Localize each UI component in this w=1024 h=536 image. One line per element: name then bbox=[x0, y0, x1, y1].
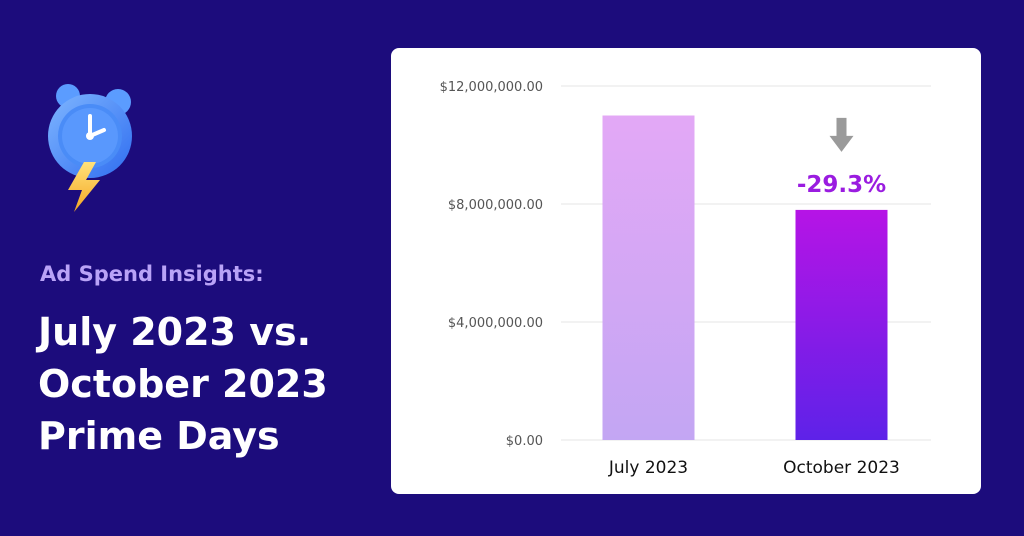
title-line: July 2023 vs. bbox=[38, 310, 312, 354]
title-line: Prime Days bbox=[38, 414, 280, 458]
subtitle: Ad Spend Insights: bbox=[40, 262, 264, 286]
change-label: -29.3% bbox=[797, 172, 886, 198]
arrow-down-icon bbox=[829, 117, 854, 152]
x-tick-label: October 2023 bbox=[783, 458, 900, 478]
title-line: October 2023 bbox=[38, 362, 328, 406]
y-tick-label: $4,000,000.00 bbox=[448, 316, 543, 331]
y-tick-label: $8,000,000.00 bbox=[448, 198, 543, 213]
y-tick-label: $12,000,000.00 bbox=[440, 80, 543, 95]
alarm-clock-lightning-icon bbox=[38, 78, 148, 218]
y-tick-label: $0.00 bbox=[506, 434, 543, 449]
chart-card: $0.00 $4,000,000.00 $8,000,000.00 $12,000,0… bbox=[391, 48, 981, 494]
x-tick-label: July 2023 bbox=[608, 458, 688, 478]
bar-chart: $0.00 $4,000,000.00 $8,000,000.00 $12,000,0… bbox=[440, 80, 931, 478]
bar bbox=[602, 115, 695, 440]
page-title: July 2023 vs. October 2023 Prime Days bbox=[38, 306, 358, 462]
bar bbox=[795, 209, 888, 440]
